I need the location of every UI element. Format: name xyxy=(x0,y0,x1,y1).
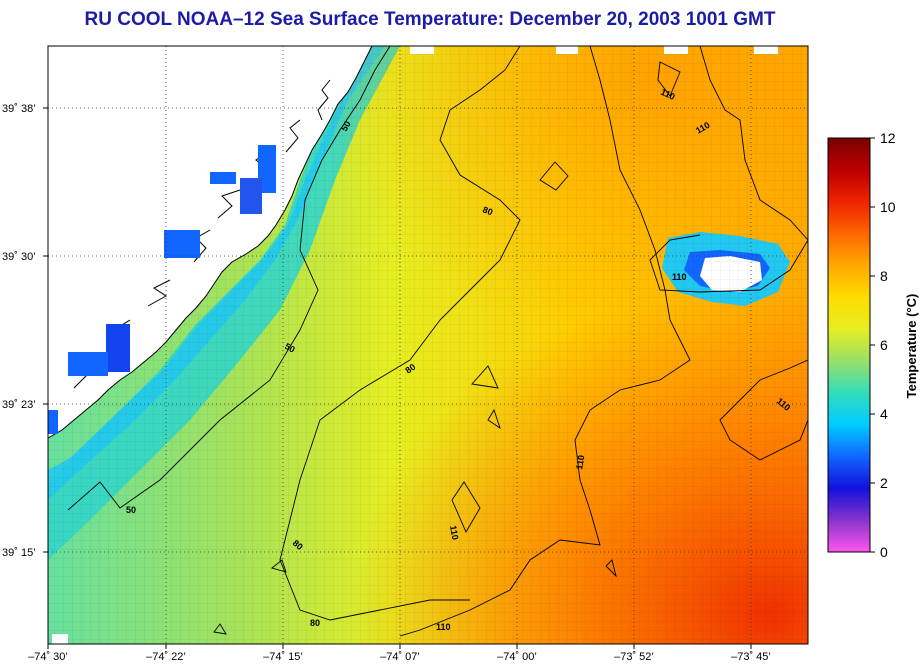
colorbar-tick-label: 2 xyxy=(880,475,888,491)
colorbar-label: Temperature (°C) xyxy=(904,294,919,399)
longitude-tick-label: –74˚ 30’ xyxy=(28,651,68,663)
colorbar-gradient xyxy=(827,137,871,553)
contour-label: 110 xyxy=(448,525,460,541)
contour-label: 80 xyxy=(310,618,320,628)
longitude-tick-labels: –74˚ 30’ –74˚ 22’ –74˚ 15’ –74˚ 07’ –74˚ 00’… xyxy=(28,644,771,663)
colorbar-tick-label: 0 xyxy=(880,544,888,560)
latitude-tick-label: 39˚ 15’ xyxy=(2,547,36,559)
latitude-tick-label: 39˚ 30’ xyxy=(2,251,36,263)
latitude-tick-label: 39˚ 23’ xyxy=(2,399,36,411)
latitude-tick-label: 39˚ 38’ xyxy=(2,103,36,115)
longitude-tick-label: –74˚ 07’ xyxy=(380,651,420,663)
contour-label: 110 xyxy=(672,272,687,282)
colorbar-tick-label: 12 xyxy=(880,130,896,146)
contour-110-line xyxy=(649,46,808,293)
longitude-tick-label: –73˚ 52’ xyxy=(614,651,654,663)
contour-label: 110 xyxy=(574,454,586,470)
contour-110-east xyxy=(719,359,808,461)
map-title: RU COOL NOAA–12 Sea Surface Temperature:… xyxy=(84,9,776,30)
colorbar-tick-labels: 0 2 4 6 8 10 12 xyxy=(870,130,896,560)
contour-80-line xyxy=(279,46,521,621)
cold-marsh-pixels xyxy=(48,145,276,434)
latitude-tick-labels: 39˚ 38’ 39˚ 30’ 39˚ 23’ 39˚ 15’ xyxy=(2,103,48,559)
contour-110-south xyxy=(399,46,691,637)
colorbar-tick-label: 4 xyxy=(880,406,888,422)
longitude-tick-label: –74˚ 00’ xyxy=(497,651,537,663)
colorbar-tick-label: 8 xyxy=(880,268,888,284)
graticule-grid xyxy=(48,46,808,644)
map-frame xyxy=(47,45,809,645)
contour-lines xyxy=(67,46,808,637)
longitude-tick-label: –74˚ 15’ xyxy=(263,651,303,663)
longitude-tick-label: –74˚ 22’ xyxy=(146,651,186,663)
contour-label: 80 xyxy=(481,204,494,217)
contour-label: 50 xyxy=(126,505,136,515)
contour-label: 80 xyxy=(291,538,305,552)
longitude-tick-label: –73˚ 45’ xyxy=(731,651,771,663)
no-data-pixels xyxy=(52,46,778,644)
contour-label: 50 xyxy=(339,119,353,133)
colorbar-tick-label: 6 xyxy=(880,337,888,353)
contour-label: 80 xyxy=(403,362,417,376)
temperature-colorbar: 0 2 4 6 8 10 12 Temperature (°C) xyxy=(827,130,919,560)
contour-50-line xyxy=(67,46,391,511)
contour-label: 50 xyxy=(283,341,297,355)
colorbar-tick-label: 10 xyxy=(880,199,896,215)
contour-label: 110 xyxy=(436,622,451,632)
